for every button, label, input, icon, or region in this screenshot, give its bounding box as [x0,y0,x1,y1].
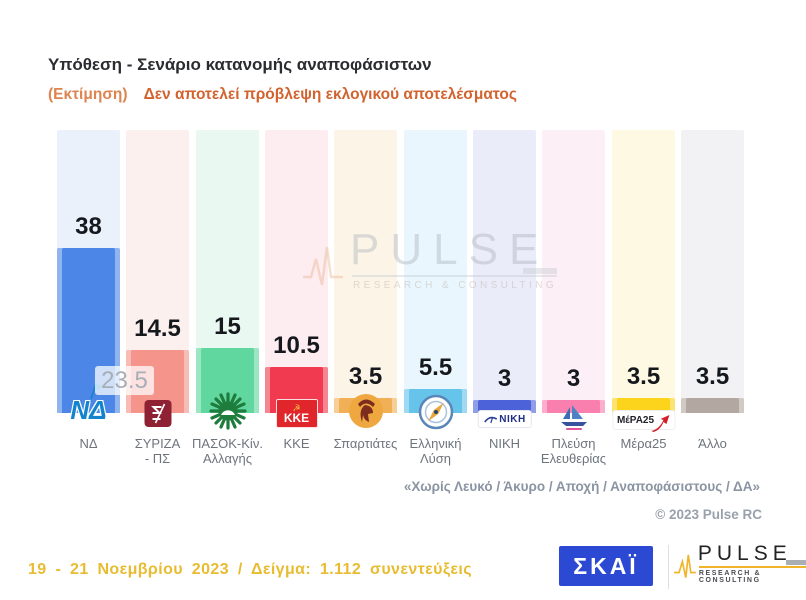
column-band [404,130,467,413]
bar-value-label: 3.5 [626,363,661,390]
chart-column-elliniki-lysi: 5.5 Ελληνική Λύση [404,130,467,466]
nd-logo-text: ΝΔ [70,395,107,425]
niki-bar [473,400,536,413]
chart-column-kke: 10.5 ☭ ΚΚΕ ΚΚΕ [265,130,328,451]
pulse-watermark: PULSE RESEARCH & CONSULTING [302,225,558,291]
column-band [681,130,744,413]
copyright-text: © 2023 Pulse RC [655,507,762,522]
fieldwork-text: 19 - 21 Νοεμβρίου 2023 / Δείγμα: 1.112 σ… [28,561,472,578]
skai-logo: ΣΚΑΪ [559,546,653,586]
syriza-emblem-icon [144,400,171,427]
nd-party-logo: ΝΔ [57,383,121,429]
pulse-underline [698,560,806,568]
bar-value-label: 14.5 [134,315,181,342]
logo-divider [668,545,669,589]
syriza-party-logo [144,400,171,427]
category-label: Σπαρτιάτες [333,436,398,451]
category-label: Πλεύση Ελευθερίας [540,436,607,466]
chart-subtitle: (Εκτίμηση) Δεν αποτελεί πρόβλεψη εκλογικο… [48,86,517,104]
bar-value-label: 15 [214,313,241,340]
category-label: ΝΔ [79,436,98,451]
subtitle-disclaimer: Δεν αποτελεί πρόβλεψη εκλογικού αποτελέσ… [143,86,517,103]
category-label: ΠΑΣΟΚ-Κίν. Αλλαγής [192,436,263,466]
pasok-sun-icon [208,392,247,430]
niki-party-logo: ΝΙΚΗ [478,411,531,427]
chart-column-nd: 38 ΝΔ ΝΔ [57,130,120,451]
bar-value-label: 5.5 [418,354,453,381]
bar-value-label: 3 [497,365,512,392]
chart-column-syriza: 14.5 ΣΥΡΙΖΑ - ΠΣ [126,130,189,466]
hammer-sickle-icon: ☭ [292,402,301,413]
page-title: Υπόθεση - Σενάριο κατανομής αναποφάσιστω… [48,55,432,74]
mera25-bar [612,398,675,413]
spartiates-party-logo [348,393,384,429]
pasok-party-logo [208,392,247,430]
bar-value-label: 38 [75,213,102,240]
compass-icon [418,394,453,430]
plot-area: 38 ΝΔ ΝΔ 14.5 ΣΥΡΙΖΑ - ΠΣ [0,130,806,466]
bar-value-label: 3.5 [695,363,730,390]
annotation-value: 23.5 [95,366,154,395]
pulse-logo-text: PULSE [697,542,792,565]
pulse-waveform-icon [674,554,696,578]
category-label: ΣΥΡΙΖΑ - ΠΣ [134,436,181,466]
pulse-waveform-icon [303,246,343,286]
column-band [265,130,328,413]
plefsi-bar [542,400,605,413]
mera25-party-logo: ΜέΡΑ25 [612,411,675,432]
kke-logo-text: ΚΚΕ [283,410,310,425]
chart-column-spartiates: 3.5 Σπαρτιάτες [334,130,397,451]
red-arrow-icon [651,415,670,432]
bar-value-label: 10.5 [273,332,320,359]
column-band [612,130,675,413]
skai-logo-text: ΣΚΑΪ [573,552,639,579]
bar-value-label: 3 [566,365,581,392]
category-label: ΚΚΕ [283,436,310,451]
allo-bar [681,398,744,413]
niki-logo-text: ΝΙΚΗ [499,413,526,425]
chart-column-allo: 3.5 Άλλο [681,130,744,451]
sailboat-icon [560,405,587,430]
chart-column-plefsi: 3 Πλεύση Ελευθερίας [541,130,606,466]
category-label: Ελληνική Λύση [409,436,462,466]
column-band [334,130,397,413]
spartan-helmet-icon [348,394,383,428]
category-label: Άλλο [698,436,727,451]
subtitle-prefix: (Εκτίμηση) [48,86,128,103]
exclusions-note: «Χωρίς Λευκό / Άκυρο / Αποχή / Αναποφάσι… [403,479,760,494]
column-band [542,130,605,413]
bar-value-label: 3.5 [348,363,383,390]
category-label: ΝΙΚΗ [488,436,521,451]
niki-swoosh-icon [483,416,497,424]
chart-column-pasok: 15 ΠΑΣΟΚ-Κίν. Αλλαγής [192,130,263,466]
pulse-tagline: RESEARCH & CONSULTING [698,570,762,584]
watermark-tagline: RESEARCH & CONSULTING [353,280,558,291]
watermark-barcode-mark [523,268,558,274]
chart-column-mera25: 3.5 ΜέΡΑ25 Μέρα25 [612,130,675,451]
pulse-logo: PULSE RESEARCH & CONSULTING [674,543,806,584]
watermark-brand-text: PULSE [350,225,550,274]
pulse-barcode-mark [786,560,806,565]
chart-column-niki: 3 ΝΙΚΗ ΝΙΚΗ [473,130,536,451]
kke-party-logo: ☭ ΚΚΕ [275,399,318,428]
elliniki-lysi-party-logo [418,394,454,430]
plefsi-party-logo [557,403,591,431]
column-band [473,130,536,413]
watermark-underline [352,268,558,277]
category-label: Μέρα25 [620,436,667,451]
mera25-logo-text: ΜέΡΑ25 [616,414,655,426]
